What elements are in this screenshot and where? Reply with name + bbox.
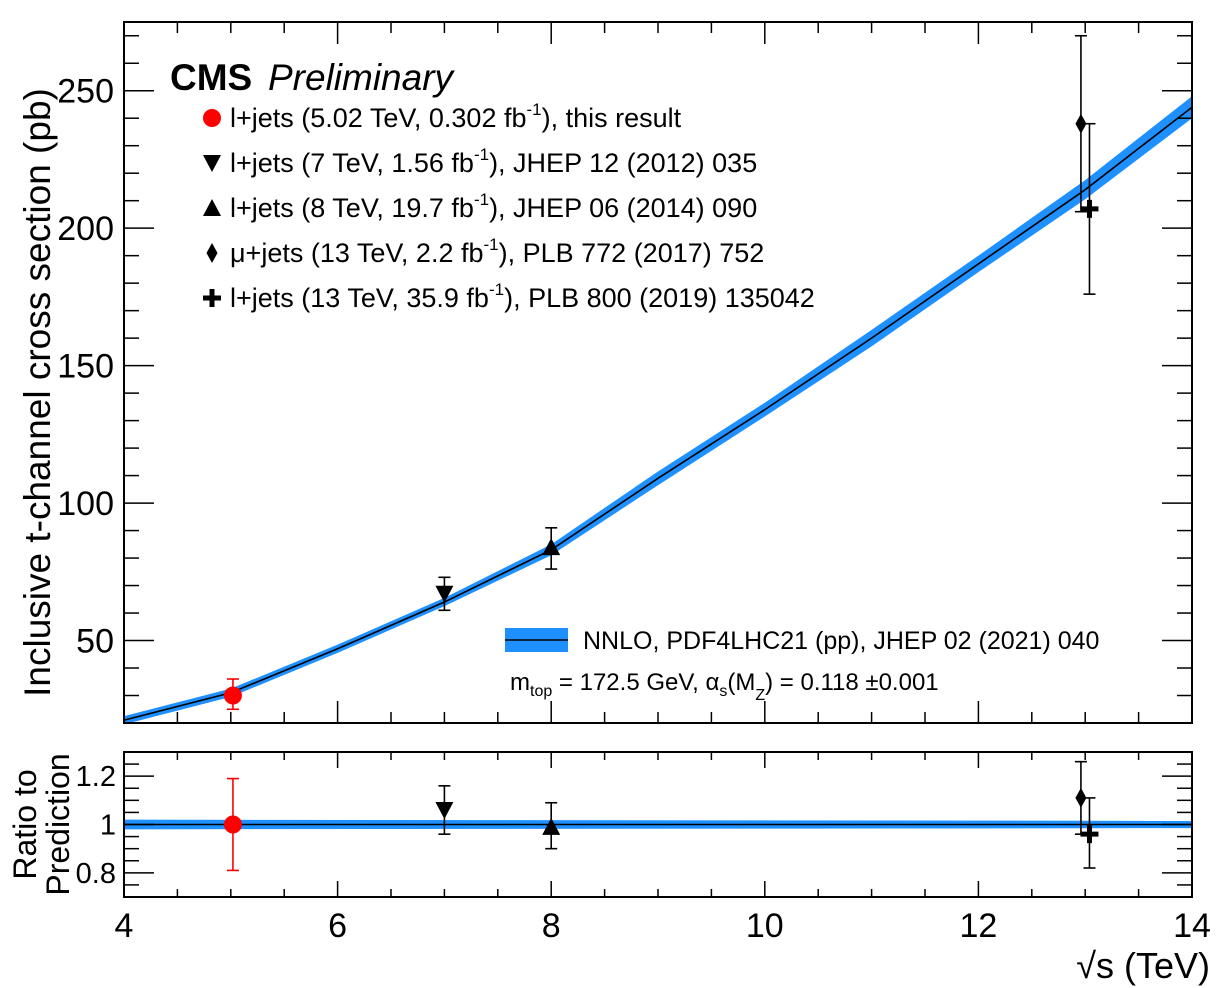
ratio-point-triangle-up-2 xyxy=(542,817,561,835)
ratio-y-tick-label: 0.8 xyxy=(76,858,116,890)
main-y-tick-label: 200 xyxy=(57,210,114,248)
legend-label: μ+jets (13 TeV, 2.2 fb-1), PLB 772 (2017… xyxy=(230,235,764,268)
legend-marker-triangle-down xyxy=(203,155,221,172)
legend-label: l+jets (13 TeV, 35.9 fb-1), PLB 800 (201… xyxy=(230,280,815,313)
legend-label: l+jets (5.02 TeV, 0.302 fb-1), this resu… xyxy=(230,100,682,133)
ratio-y-tick-label: 1 xyxy=(100,810,116,842)
prediction-legend: NNLO, PDF4LHC21 (pp), JHEP 02 (2021) 040… xyxy=(505,627,1099,704)
main-y-axis-label: Inclusive t-channel cross section (pb) xyxy=(17,88,58,697)
legend: l+jets (5.02 TeV, 0.302 fb-1), this resu… xyxy=(203,100,815,313)
data-point-triangle-up-2 xyxy=(542,538,561,556)
x-tick-label: 4 xyxy=(115,907,134,945)
ratio-y-ticks: 0.8 1 1.2 xyxy=(76,751,1192,898)
prediction-legend-label: NNLO, PDF4LHC21 (pp), JHEP 02 (2021) 040 xyxy=(583,627,1099,655)
x-tick-label: 6 xyxy=(328,907,347,945)
x-tick-labels: 4 6 8 10 12 14 xyxy=(115,907,1211,945)
x-tick-label: 10 xyxy=(746,907,784,945)
prediction-line xyxy=(123,106,1193,722)
legend-entry: μ+jets (13 TeV, 2.2 fb-1), PLB 772 (2017… xyxy=(206,235,764,268)
cms-label: CMS Preliminary xyxy=(170,57,456,98)
prediction-params-label: mtop = 172.5 GeV, αs(MZ) = 0.118 ±0.001 xyxy=(510,669,939,704)
legend-marker-triangle-up xyxy=(203,199,221,216)
legend-entry: l+jets (7 TeV, 1.56 fb-1), JHEP 12 (2012… xyxy=(203,145,757,178)
main-panel: 50 100 150 200 250 Inclusive t-channel cross… xyxy=(17,21,1193,725)
x-tick-label: 8 xyxy=(542,907,561,945)
main-y-tick-label: 150 xyxy=(57,348,114,386)
legend-marker-diamond xyxy=(206,243,218,263)
ratio-data-points xyxy=(223,760,1099,872)
legend-marker-cross xyxy=(203,289,221,307)
ratio-y-tick-label: 1.2 xyxy=(76,761,116,793)
ratio-panel: 0.8 1 1.2 4 6 8 10 12 14 Ratio to Prediction √s… xyxy=(7,751,1211,986)
legend-marker-circle xyxy=(203,109,221,127)
data-point-triangle-down-1 xyxy=(435,585,454,603)
status-text: Preliminary xyxy=(268,57,456,98)
ratio-point-triangle-down-1 xyxy=(435,802,454,819)
x-tick-label: 12 xyxy=(959,907,997,945)
ratio-y-axis-label-line1: Ratio to xyxy=(7,769,43,879)
ratio-point-circle-0 xyxy=(223,815,242,834)
legend-label: l+jets (7 TeV, 1.56 fb-1), JHEP 12 (2012… xyxy=(230,145,757,178)
main-x-ticks xyxy=(123,22,1193,723)
ratio-point-cross-4 xyxy=(1080,825,1099,844)
legend-entry: l+jets (8 TeV, 19.7 fb-1), JHEP 06 (2014… xyxy=(203,190,757,223)
main-y-tick-label: 100 xyxy=(57,485,114,523)
ratio-x-ticks xyxy=(123,752,1193,897)
ratio-y-axis-label-line2: Prediction xyxy=(40,753,76,895)
data-point-cross-4 xyxy=(1080,199,1099,218)
data-point-circle-0 xyxy=(223,686,242,705)
main-data-points xyxy=(223,34,1099,711)
experiment-name: CMS xyxy=(170,57,252,98)
data-point-diamond-3 xyxy=(1075,113,1087,134)
legend-entry: l+jets (13 TeV, 35.9 fb-1), PLB 800 (201… xyxy=(203,280,815,313)
x-tick-label: 14 xyxy=(1173,907,1211,945)
ratio-point-diamond-3 xyxy=(1075,787,1087,808)
x-axis-label: √s (TeV) xyxy=(1076,945,1210,986)
main-y-tick-label: 50 xyxy=(76,623,114,661)
legend-entry: l+jets (5.02 TeV, 0.302 fb-1), this resu… xyxy=(203,100,682,133)
main-y-ticks: 50 100 150 200 250 xyxy=(57,34,1192,724)
legend-label: l+jets (8 TeV, 19.7 fb-1), JHEP 06 (2014… xyxy=(230,190,757,223)
main-y-tick-label: 250 xyxy=(57,73,114,111)
